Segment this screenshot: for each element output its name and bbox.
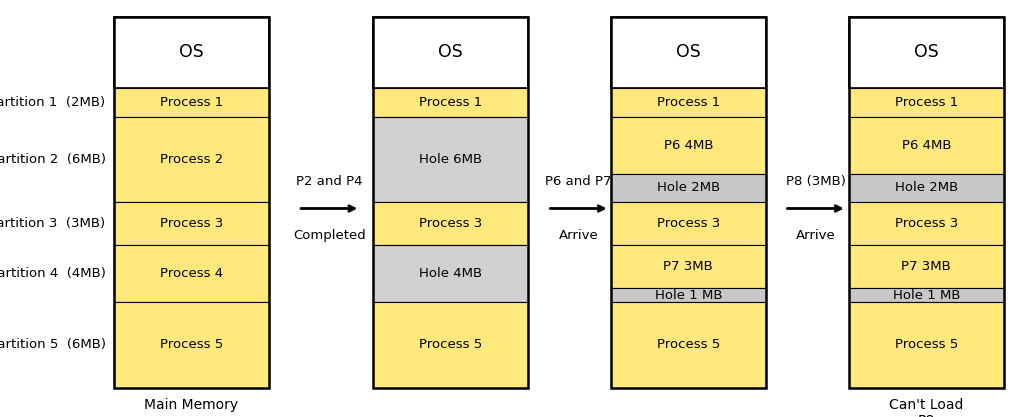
Text: Hole 6MB: Hole 6MB <box>419 153 481 166</box>
Text: Partition 2  (6MB): Partition 2 (6MB) <box>0 153 106 166</box>
Text: Partition 1  (2MB): Partition 1 (2MB) <box>0 96 106 109</box>
Bar <box>373 117 528 202</box>
Bar <box>849 117 1004 174</box>
Bar <box>373 88 528 117</box>
Bar <box>373 202 528 245</box>
Bar <box>849 17 1004 88</box>
Text: Hole 1 MB: Hole 1 MB <box>654 289 722 301</box>
Text: P8 (3MB): P8 (3MB) <box>786 175 846 188</box>
Bar <box>849 245 1004 288</box>
Text: P2 and P4: P2 and P4 <box>296 175 362 188</box>
Bar <box>849 174 1004 202</box>
Bar <box>611 288 766 302</box>
Text: OS: OS <box>438 43 463 61</box>
Bar <box>611 302 766 388</box>
Text: OS: OS <box>676 43 701 61</box>
Text: Process 5: Process 5 <box>159 339 224 352</box>
Text: Main Memory: Main Memory <box>145 398 238 412</box>
Text: Process 1: Process 1 <box>159 96 224 109</box>
Text: P6 4MB: P6 4MB <box>901 138 951 152</box>
Text: Process 3: Process 3 <box>159 217 224 230</box>
Bar <box>849 288 1004 302</box>
Bar <box>114 117 269 202</box>
Text: Process 5: Process 5 <box>418 339 482 352</box>
Text: Partition 5  (6MB): Partition 5 (6MB) <box>0 339 106 352</box>
Text: Process 1: Process 1 <box>418 96 482 109</box>
Bar <box>114 245 269 302</box>
Bar <box>114 202 269 245</box>
Bar <box>373 302 528 388</box>
Bar <box>611 117 766 174</box>
Bar <box>114 17 269 88</box>
Text: Partition 4  (4MB): Partition 4 (4MB) <box>0 267 106 280</box>
Bar <box>611 245 766 288</box>
Bar <box>849 202 1004 245</box>
Text: Process 3: Process 3 <box>894 217 958 230</box>
Text: Hole 4MB: Hole 4MB <box>419 267 481 280</box>
Bar <box>849 17 1004 388</box>
Text: Process 1: Process 1 <box>656 96 720 109</box>
Bar <box>114 17 269 388</box>
Text: P6 and P7: P6 and P7 <box>545 175 612 188</box>
Text: Process 3: Process 3 <box>418 217 482 230</box>
Text: Arrive: Arrive <box>559 229 598 242</box>
Text: OS: OS <box>914 43 939 61</box>
Bar <box>611 202 766 245</box>
Text: Process 5: Process 5 <box>894 339 958 352</box>
Text: Hole 2MB: Hole 2MB <box>656 181 720 194</box>
Text: P6 4MB: P6 4MB <box>663 138 713 152</box>
Bar <box>611 17 766 388</box>
Text: Process 1: Process 1 <box>894 96 958 109</box>
Bar <box>849 302 1004 388</box>
Text: OS: OS <box>179 43 204 61</box>
Text: Hole 2MB: Hole 2MB <box>894 181 958 194</box>
Text: Process 5: Process 5 <box>656 339 720 352</box>
Bar <box>114 88 269 117</box>
Bar <box>114 302 269 388</box>
Text: Process 2: Process 2 <box>159 153 224 166</box>
Text: Completed: Completed <box>293 229 365 242</box>
Bar <box>611 174 766 202</box>
Bar <box>373 245 528 302</box>
Text: Process 3: Process 3 <box>656 217 720 230</box>
Bar <box>611 17 766 88</box>
Text: Partition 3  (3MB): Partition 3 (3MB) <box>0 217 106 230</box>
Text: Arrive: Arrive <box>796 229 835 242</box>
Text: P7 3MB: P7 3MB <box>901 260 951 273</box>
Bar <box>373 17 528 388</box>
Bar <box>373 17 528 88</box>
Bar <box>849 88 1004 117</box>
Text: Process 4: Process 4 <box>160 267 223 280</box>
Text: Hole 1 MB: Hole 1 MB <box>892 289 960 301</box>
Bar <box>611 88 766 117</box>
Text: Can't Load
P8: Can't Load P8 <box>889 398 964 417</box>
Text: P7 3MB: P7 3MB <box>663 260 713 273</box>
